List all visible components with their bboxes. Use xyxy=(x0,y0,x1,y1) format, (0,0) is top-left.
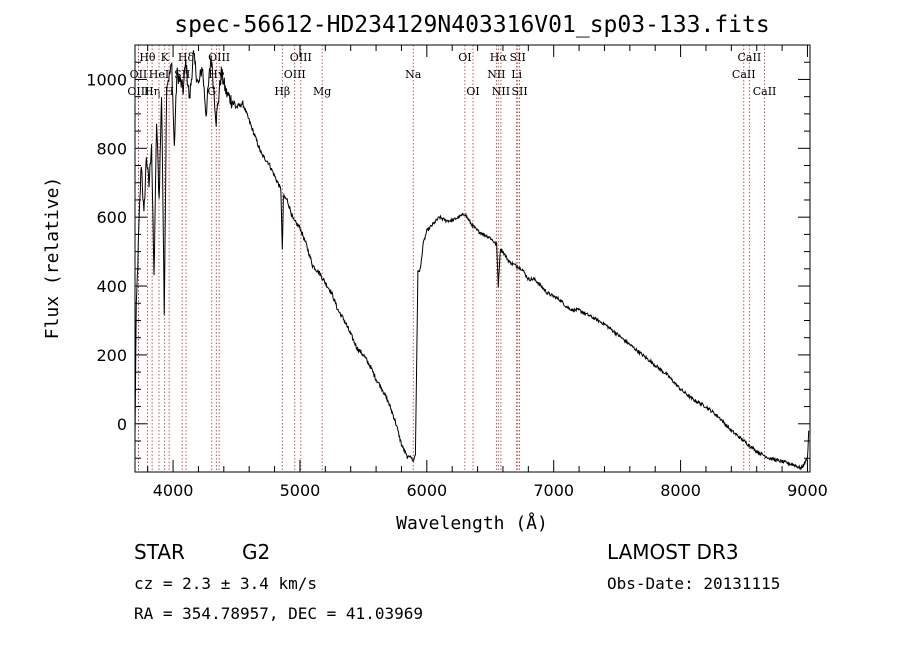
spectral-line-label: NII xyxy=(492,85,510,98)
spectral-line-label: Hβ xyxy=(274,85,290,98)
x-tick-label: 6000 xyxy=(406,481,447,500)
spectral-line-label: OI xyxy=(466,85,479,98)
y-tick-label: 200 xyxy=(96,346,127,365)
spectral-line-label: Li xyxy=(511,68,522,81)
spectral-line-label: OIII xyxy=(290,51,312,64)
object-subclass: G2 xyxy=(242,540,271,564)
spectral-line-label: K xyxy=(161,51,170,64)
spectral-line-label: Na xyxy=(405,68,422,81)
spectral-line-label: OIII xyxy=(208,51,230,64)
spectral-line-label: CaII xyxy=(753,85,777,98)
redshift-cz: cz = 2.3 ± 3.4 km/s xyxy=(134,574,318,593)
x-tick-label: 9000 xyxy=(787,481,828,500)
spectral-line-label: OI xyxy=(458,51,471,64)
plot-frame xyxy=(134,44,811,473)
x-tick-label: 5000 xyxy=(280,481,321,500)
spectral-line-label: Hδ xyxy=(178,51,195,64)
x-tick-label: 7000 xyxy=(533,481,574,500)
spectral-line-label: Hη xyxy=(144,85,160,98)
chart-title: spec-56612-HD234129N403316V01_sp03-133.f… xyxy=(174,12,769,38)
y-tick-label: 0 xyxy=(117,415,127,434)
y-axis-label: Flux (relative) xyxy=(42,177,63,340)
y-tick-label: 400 xyxy=(96,277,127,296)
spectral-line-label: H xyxy=(164,85,174,98)
spectrum-layer xyxy=(134,50,810,471)
spectral-line-label: HeI xyxy=(149,68,169,81)
x-tick-label: 4000 xyxy=(153,481,194,500)
y-tick-label: 1000 xyxy=(86,70,127,89)
spectral-line-label: Mg xyxy=(313,85,331,98)
y-tick-label: 800 xyxy=(96,139,127,158)
spectral-line-label: Hθ xyxy=(139,51,156,64)
spectral-line-label: NII xyxy=(487,68,505,81)
spectral-line-label: SII xyxy=(511,85,527,98)
spectral-line-label: Hα xyxy=(490,51,508,64)
spectrum-line xyxy=(134,50,810,471)
spectral-line-label: CaII xyxy=(738,51,762,64)
spectral-line-label: SII xyxy=(510,51,526,64)
spectral-line-label: OIII xyxy=(127,85,149,98)
x-tick-label: 8000 xyxy=(660,481,701,500)
object-class: STAR xyxy=(134,540,185,564)
spectral-line-label: OIII xyxy=(284,68,306,81)
coordinates: RA = 354.78957, DEC = 41.03969 xyxy=(134,604,423,623)
survey-name: LAMOST DR3 xyxy=(607,540,739,564)
observation-date: Obs-Date: 20131115 xyxy=(607,574,781,593)
spectral-line-label: G xyxy=(207,85,216,98)
spectral-line-label: CaII xyxy=(732,68,756,81)
ticks-layer: 4000 5000 6000 7000 8000 9000 0 200 400 600 800 100… xyxy=(86,44,828,500)
y-tick-label: 600 xyxy=(96,208,127,227)
x-axis-label: Wavelength (Å) xyxy=(396,512,548,534)
